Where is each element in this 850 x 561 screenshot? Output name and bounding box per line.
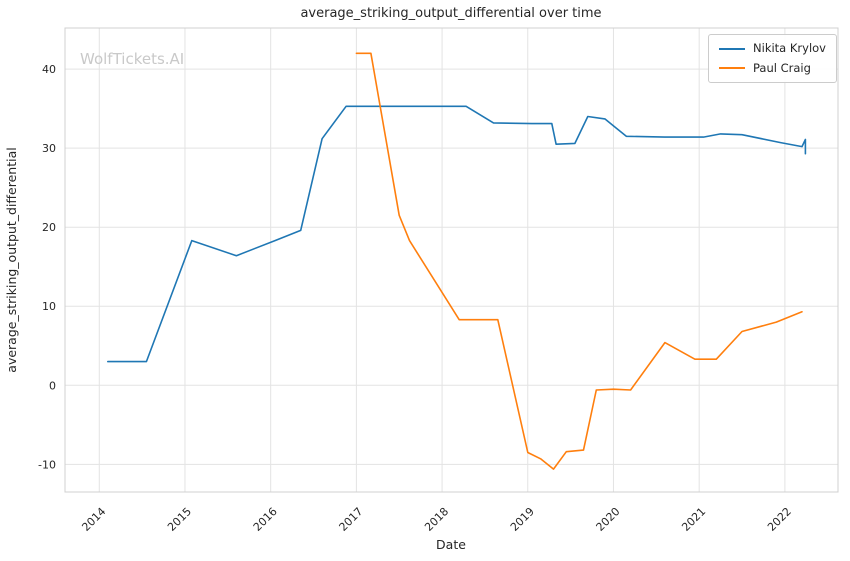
y-tick-label: 0 [49, 379, 56, 392]
y-tick-label: -10 [38, 458, 56, 471]
watermark: WolfTickets.AI [80, 50, 184, 68]
legend-line-swatch-orange [719, 67, 746, 70]
y-tick-label: 40 [42, 63, 56, 76]
data-series [107, 52, 807, 470]
legend-label: Nikita Krylov [753, 41, 826, 55]
series-line-1 [355, 52, 803, 470]
y-tick-label: 30 [42, 142, 56, 155]
legend-line-swatch-blue [719, 47, 746, 50]
x-tick-label: 2019 [508, 505, 537, 534]
tick-labels: -10 0 10 20 30 40 2014 2015 2016 2017 2018 2019 2020… [38, 63, 794, 534]
legend-item-nikita-krylov: Nikita Krylov [719, 41, 826, 55]
legend-item-paul-craig: Paul Craig [719, 60, 826, 75]
x-tick-label: 2022 [765, 505, 794, 534]
series-line-0 [107, 105, 807, 363]
x-tick-label: 2016 [251, 505, 280, 534]
x-tick-label: 2017 [337, 505, 366, 534]
x-tick-label: 2015 [165, 505, 194, 534]
chart-title: average_striking_output_differential ove… [300, 6, 601, 21]
x-tick-label: 2014 [79, 505, 108, 534]
legend-label: Paul Craig [753, 60, 811, 75]
legend: Nikita Krylov Paul Craig [708, 34, 837, 83]
x-tick-label: 2018 [422, 505, 451, 534]
x-axis-label: Date [436, 537, 466, 552]
gridlines [65, 28, 838, 492]
x-tick-label: 2021 [679, 505, 708, 534]
plot-border [64, 27, 839, 493]
y-tick-label: 20 [42, 221, 56, 234]
y-axis-label: average_striking_output_differential [4, 147, 19, 372]
y-tick-label: 10 [42, 300, 56, 313]
x-tick-label: 2020 [594, 505, 623, 534]
